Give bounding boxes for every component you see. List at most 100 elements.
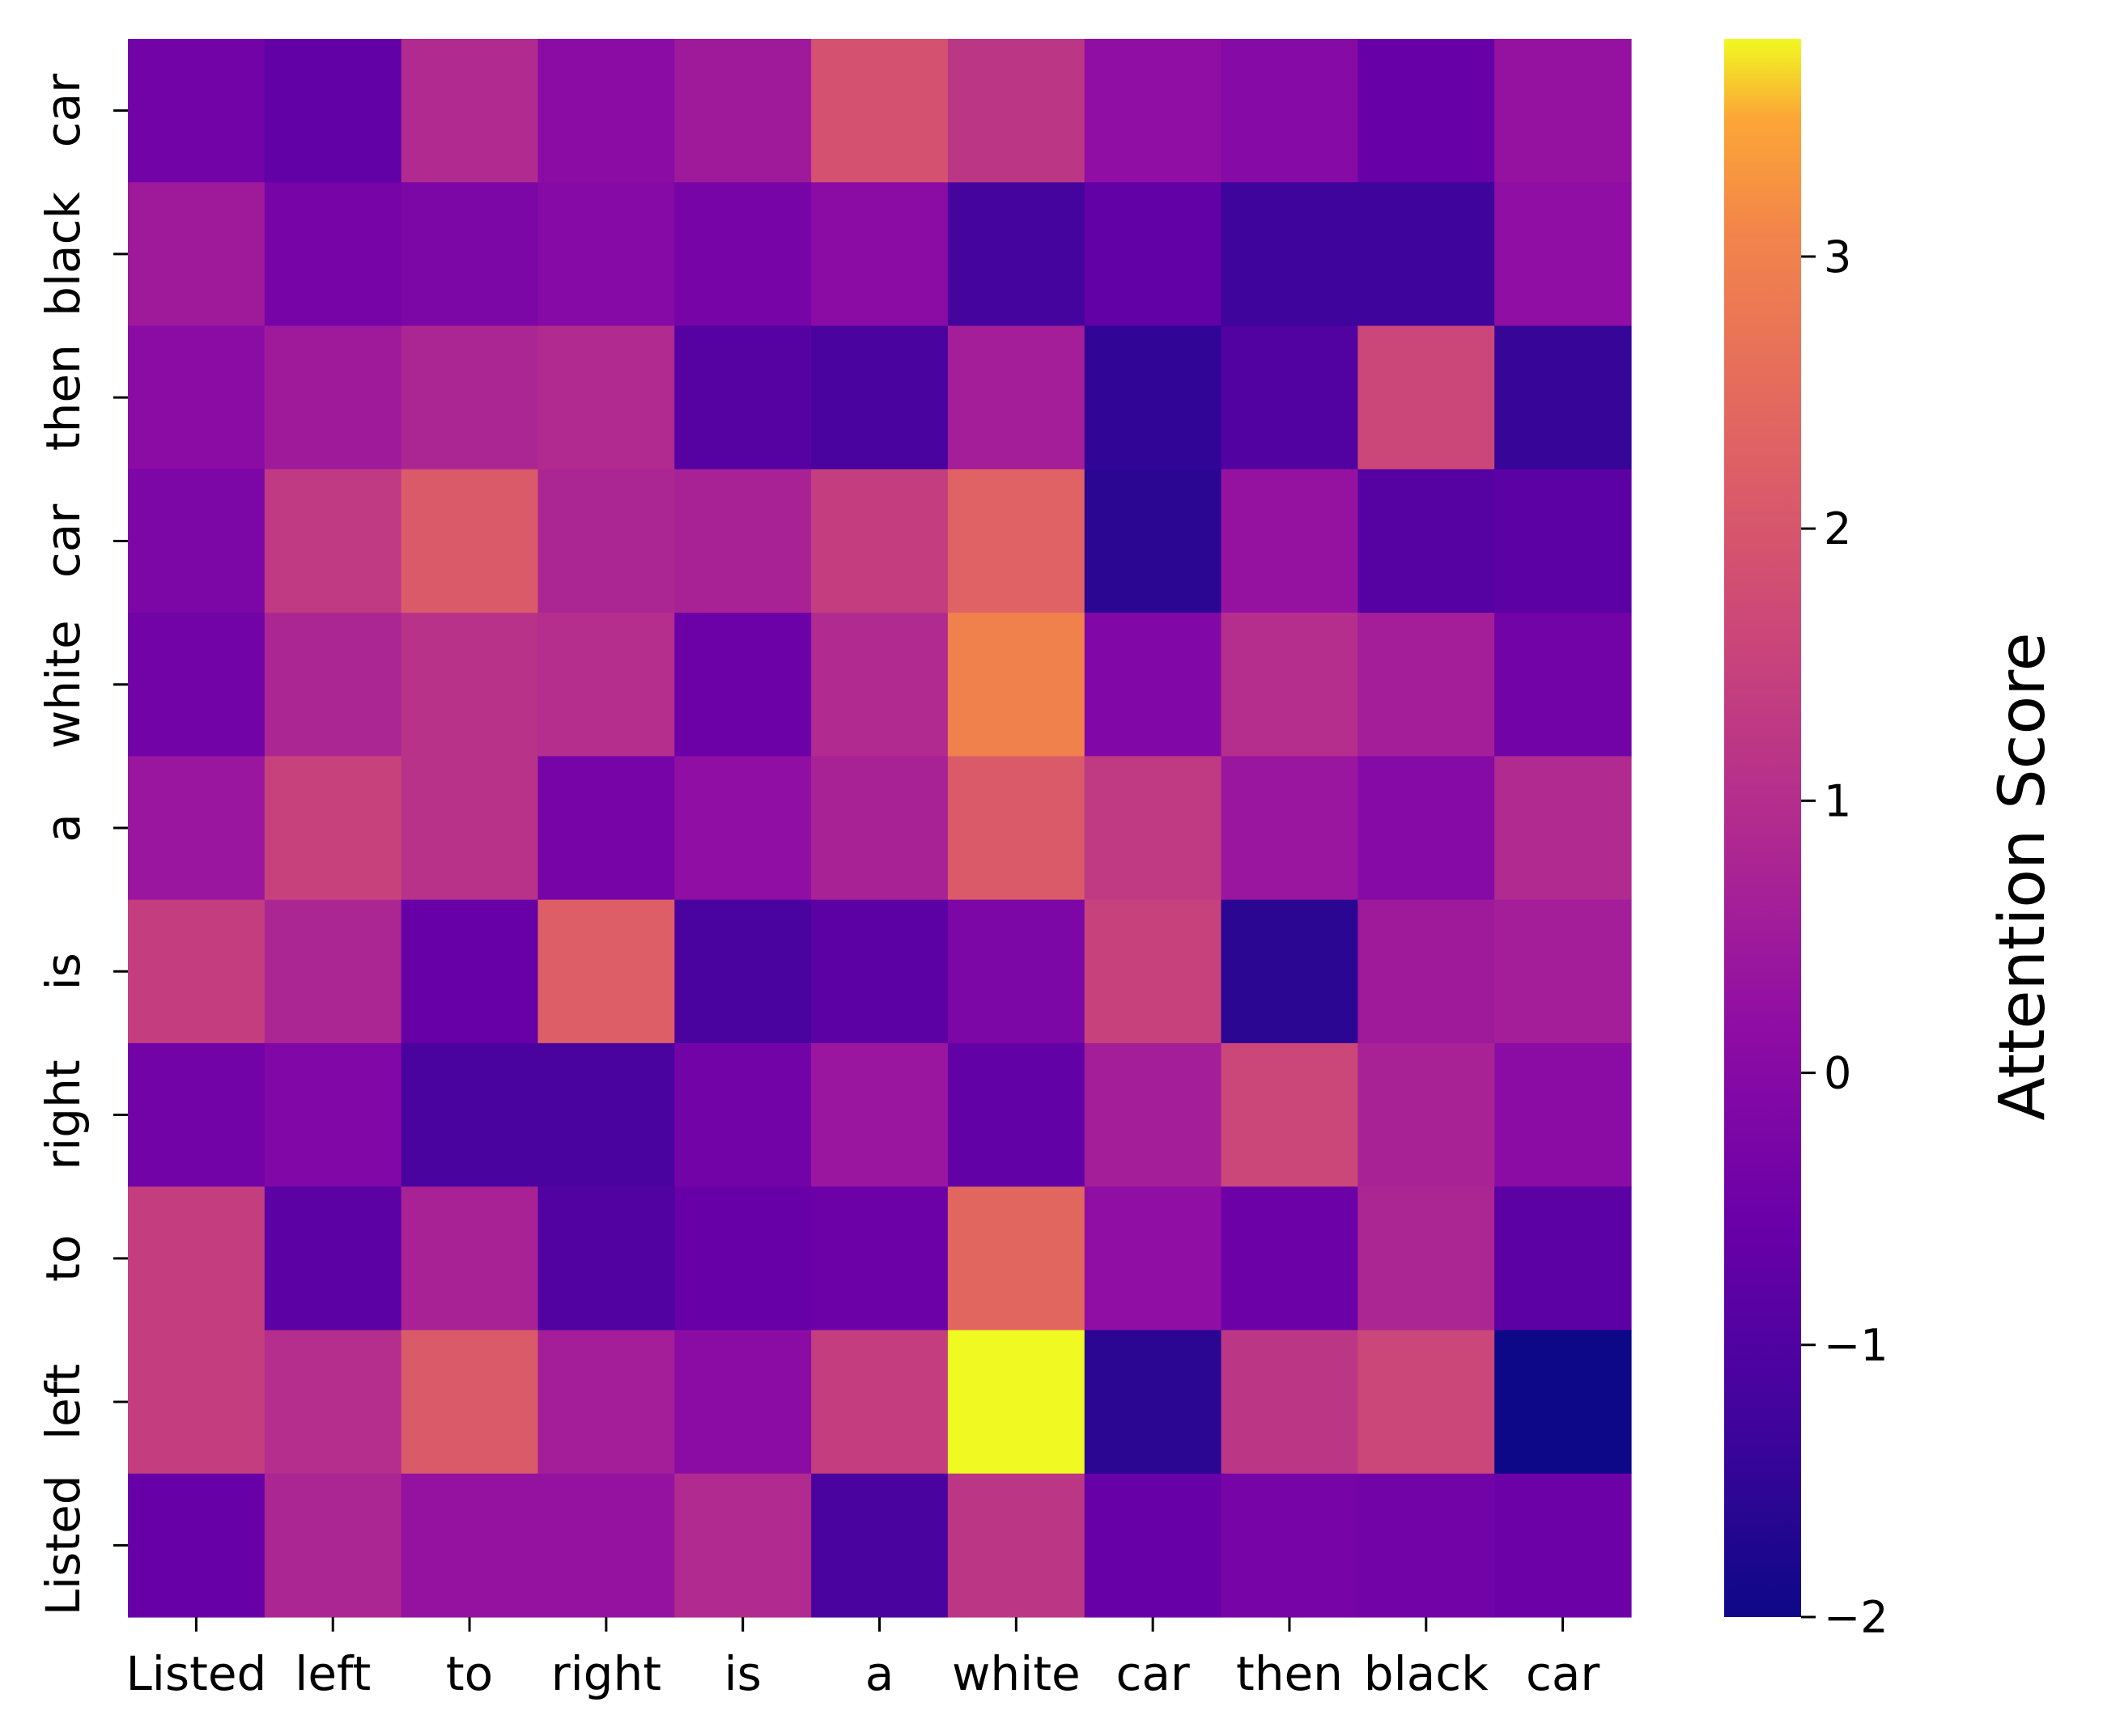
heatmap-cell-r2-c5 — [811, 325, 949, 470]
heatmap-cell-r3-c3 — [537, 469, 675, 613]
heatmap-cell-r7-c3 — [537, 1042, 675, 1187]
heatmap-cell-r2-c8 — [1221, 325, 1358, 470]
heatmap-cell-r2-c9 — [1357, 325, 1495, 470]
heatmap-cell-r8-c2 — [401, 1186, 539, 1331]
heatmap-cell-r10-c0 — [128, 1473, 266, 1618]
heatmap-cell-r3-c1 — [264, 469, 402, 613]
heatmap-cell-r9-c6 — [947, 1330, 1085, 1475]
heatmap-cell-r5-c2 — [401, 756, 539, 901]
y-axis: car black then car white a is right to left Listed — [36, 74, 128, 1615]
x-tick-label: car — [1115, 1646, 1189, 1701]
heatmap-cell-r2-c6 — [947, 325, 1085, 470]
heatmap-cell-r5-c9 — [1357, 756, 1495, 901]
heatmap-cell-r7-c6 — [947, 1042, 1085, 1187]
heatmap-cell-r6-c2 — [401, 899, 539, 1044]
x-tick-label: a — [865, 1646, 894, 1701]
x-tick-label: is — [724, 1646, 762, 1701]
y-tick-label: car — [36, 74, 91, 147]
heatmap-cell-r10-c6 — [947, 1473, 1085, 1618]
x-axis: Listed left to right is a white car then black car — [125, 1617, 1600, 1701]
colorbar-ticks: 3 2 1 0 −1 −2 — [1801, 231, 1888, 1643]
heatmap-cell-r3-c8 — [1221, 469, 1358, 613]
heatmap-cell-r5-c7 — [1084, 756, 1222, 901]
heatmap-cell-r8-c9 — [1357, 1186, 1495, 1331]
x-tick-label: to — [446, 1646, 493, 1701]
x-tick-label: white — [952, 1646, 1081, 1701]
heatmap-cell-r6-c6 — [947, 899, 1085, 1044]
x-tick-label: Listed — [125, 1646, 266, 1701]
heatmap-cell-r5-c3 — [537, 756, 675, 901]
heatmap-cell-r1-c9 — [1357, 182, 1495, 327]
heatmap-cell-r2-c2 — [401, 325, 539, 470]
heatmap-cell-r4-c3 — [537, 613, 675, 757]
heatmap-cell-r5-c0 — [128, 756, 266, 901]
heatmap-cell-r2-c4 — [674, 325, 812, 470]
heatmap-cell-r7-c8 — [1221, 1042, 1358, 1187]
heatmap-cell-r5-c6 — [947, 756, 1085, 901]
heatmap-cell-r4-c7 — [1084, 613, 1222, 757]
heatmap-cell-r7-c5 — [811, 1042, 949, 1187]
heatmap-cell-r4-c5 — [811, 613, 949, 757]
heatmap-cell-r4-c4 — [674, 613, 812, 757]
colorbar-tick-label: 2 — [1824, 503, 1851, 554]
colorbar-tick-label: 0 — [1824, 1048, 1851, 1099]
heatmap-cell-r3-c4 — [674, 469, 812, 613]
heatmap-cell-r1-c3 — [537, 182, 675, 327]
heatmap-cell-r0-c3 — [537, 39, 675, 183]
heatmap-cell-r9-c3 — [537, 1330, 675, 1475]
colorbar-tick-label: 3 — [1824, 231, 1851, 282]
heatmap-cell-r9-c10 — [1494, 1330, 1632, 1475]
heatmap-cell-r5-c4 — [674, 756, 812, 901]
heatmap-cell-r6-c3 — [537, 899, 675, 1044]
colorbar-gradient — [1724, 39, 1801, 1617]
heatmap-cell-r10-c4 — [674, 1473, 812, 1618]
heatmap-cell-r2-c7 — [1084, 325, 1222, 470]
heatmap-cell-r9-c8 — [1221, 1330, 1358, 1475]
y-tick-label: black — [36, 192, 91, 316]
colorbar-tick-label: 1 — [1824, 775, 1851, 826]
heatmap-cell-r5-c5 — [811, 756, 949, 901]
heatmap-cell-r8-c10 — [1494, 1186, 1632, 1331]
heatmap-cell-r2-c3 — [537, 325, 675, 470]
heatmap-cell-r9-c5 — [811, 1330, 949, 1475]
x-tick-label: right — [551, 1646, 661, 1701]
heatmap-cell-r6-c9 — [1357, 899, 1495, 1044]
heatmap-cell-r7-c10 — [1494, 1042, 1632, 1187]
heatmap-cell-r10-c8 — [1221, 1473, 1358, 1618]
heatmap-cell-r7-c2 — [401, 1042, 539, 1187]
heatmap-cell-r6-c1 — [264, 899, 402, 1044]
heatmap-cell-r0-c1 — [264, 39, 402, 183]
x-tick-label: black — [1364, 1646, 1489, 1701]
heatmap-cell-r4-c1 — [264, 613, 402, 757]
heatmap-cell-r7-c0 — [128, 1042, 266, 1187]
heatmap-cell-r0-c10 — [1494, 39, 1632, 183]
y-tick-label: car — [36, 504, 91, 578]
heatmap-cell-r9-c1 — [264, 1330, 402, 1475]
y-tick-label: left — [36, 1364, 91, 1440]
heatmap-cell-r10-c7 — [1084, 1473, 1222, 1618]
heatmap-cell-r0-c6 — [947, 39, 1085, 183]
heatmap-cell-r1-c0 — [128, 182, 266, 327]
heatmap-cell-r10-c3 — [537, 1473, 675, 1618]
heatmap-cell-r9-c9 — [1357, 1330, 1495, 1475]
colorbar-tick-label: −2 — [1824, 1592, 1888, 1643]
heatmap-cell-r9-c7 — [1084, 1330, 1222, 1475]
y-tick-label: white — [36, 620, 91, 749]
heatmap-cell-r0-c2 — [401, 39, 539, 183]
heatmap-cell-r6-c7 — [1084, 899, 1222, 1044]
heatmap-cell-r0-c9 — [1357, 39, 1495, 183]
x-tick-label: left — [295, 1646, 371, 1701]
heatmap-cell-r10-c9 — [1357, 1473, 1495, 1618]
heatmap-cell-r3-c9 — [1357, 469, 1495, 613]
heatmap-cell-r7-c1 — [264, 1042, 402, 1187]
heatmap-cell-r3-c0 — [128, 469, 266, 613]
heatmap-cell-r8-c6 — [947, 1186, 1085, 1331]
heatmap-cell-r7-c9 — [1357, 1042, 1495, 1187]
colorbar-tick-label: −1 — [1824, 1320, 1888, 1371]
heatmap-cell-r6-c5 — [811, 899, 949, 1044]
y-tick-label: right — [36, 1059, 91, 1169]
heatmap-cell-r6-c10 — [1494, 899, 1632, 1044]
x-tick-label: car — [1526, 1646, 1600, 1701]
heatmap-cell-r5-c10 — [1494, 756, 1632, 901]
